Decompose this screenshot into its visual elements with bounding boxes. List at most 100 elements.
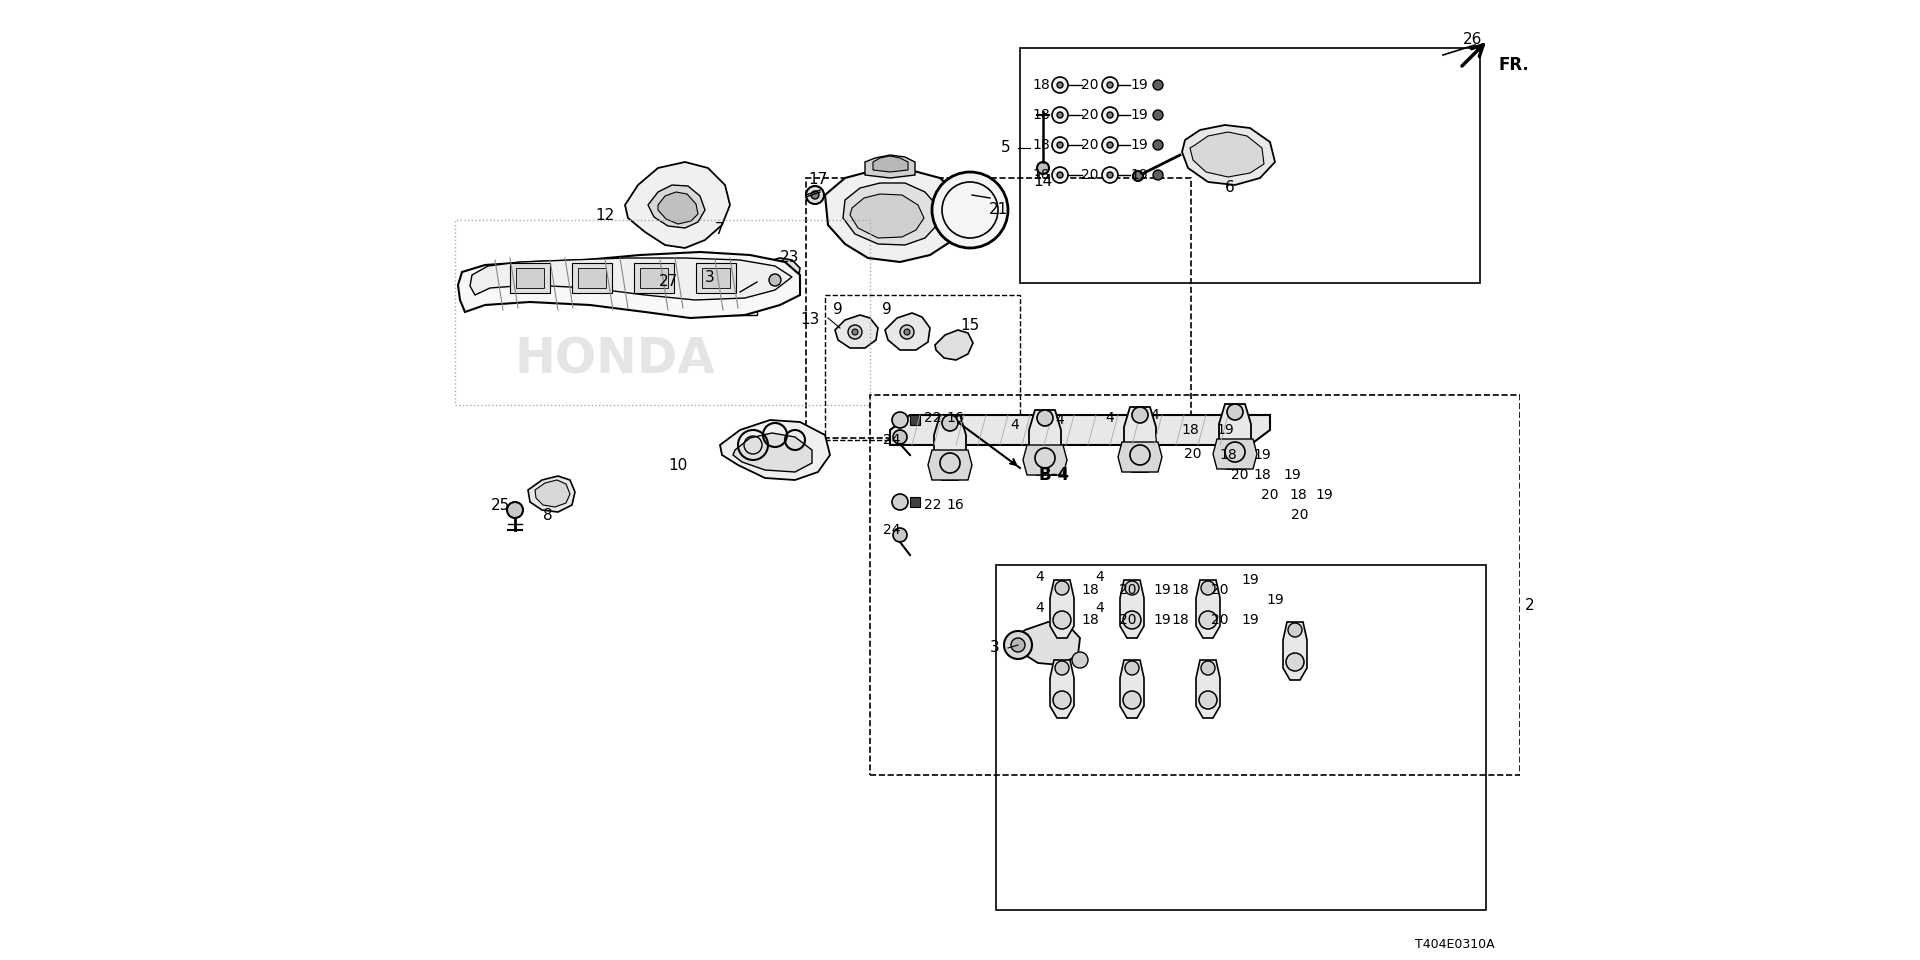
Circle shape — [770, 274, 781, 286]
Polygon shape — [1219, 404, 1252, 469]
Polygon shape — [634, 263, 674, 293]
Circle shape — [1131, 445, 1150, 465]
Circle shape — [1054, 661, 1069, 675]
Circle shape — [1012, 638, 1025, 652]
Text: 3: 3 — [991, 640, 1000, 656]
Polygon shape — [1213, 439, 1258, 469]
Circle shape — [1035, 448, 1054, 468]
Circle shape — [1037, 410, 1052, 426]
Text: 18: 18 — [1081, 583, 1098, 597]
Polygon shape — [910, 415, 920, 425]
Circle shape — [1052, 167, 1068, 183]
Polygon shape — [1183, 125, 1275, 185]
Bar — [826, 295, 1020, 440]
Text: 18: 18 — [1081, 613, 1098, 627]
Polygon shape — [910, 497, 920, 507]
Text: 22: 22 — [924, 498, 941, 512]
Circle shape — [1102, 77, 1117, 93]
Polygon shape — [866, 155, 916, 178]
Circle shape — [1102, 137, 1117, 153]
Bar — [1020, 48, 1480, 283]
Bar — [806, 178, 1190, 438]
Text: 20: 20 — [1081, 108, 1098, 122]
Text: 18: 18 — [1219, 448, 1236, 462]
Text: 4: 4 — [1056, 413, 1064, 427]
Polygon shape — [1050, 580, 1073, 638]
Circle shape — [1052, 77, 1068, 93]
Polygon shape — [753, 258, 801, 290]
Text: 10: 10 — [668, 458, 687, 472]
Polygon shape — [703, 268, 730, 288]
Text: 23: 23 — [780, 251, 801, 266]
Polygon shape — [639, 268, 668, 288]
Text: FR.: FR. — [1498, 56, 1528, 74]
Polygon shape — [1283, 622, 1308, 680]
Text: 19: 19 — [1240, 613, 1260, 627]
Circle shape — [806, 186, 824, 204]
Circle shape — [900, 325, 914, 339]
Polygon shape — [649, 185, 705, 228]
Text: 18: 18 — [1171, 613, 1188, 627]
Text: 4: 4 — [1106, 411, 1114, 425]
Circle shape — [893, 528, 906, 542]
Text: 12: 12 — [595, 207, 614, 223]
Circle shape — [507, 502, 522, 518]
Polygon shape — [1119, 660, 1144, 718]
Text: 15: 15 — [960, 318, 979, 332]
Polygon shape — [933, 415, 966, 480]
Circle shape — [1058, 172, 1064, 178]
Bar — [455, 220, 870, 405]
Text: B-4: B-4 — [1039, 466, 1069, 484]
Text: 18: 18 — [1171, 583, 1188, 597]
Circle shape — [931, 172, 1008, 248]
Text: 24: 24 — [883, 523, 900, 537]
Bar — [682, 260, 756, 315]
Text: 19: 19 — [1240, 573, 1260, 587]
Text: HONDA: HONDA — [515, 336, 716, 384]
Circle shape — [849, 325, 862, 339]
Circle shape — [1108, 142, 1114, 148]
Polygon shape — [578, 268, 607, 288]
Polygon shape — [851, 194, 924, 238]
Polygon shape — [935, 330, 973, 360]
Circle shape — [1004, 631, 1033, 659]
Polygon shape — [891, 415, 1269, 445]
Circle shape — [1108, 112, 1114, 118]
Polygon shape — [1190, 132, 1263, 177]
Text: 4: 4 — [1096, 601, 1104, 615]
Polygon shape — [843, 183, 939, 245]
Circle shape — [1052, 137, 1068, 153]
Text: 19: 19 — [1315, 488, 1332, 502]
Text: 3: 3 — [705, 271, 714, 285]
Circle shape — [1108, 172, 1114, 178]
Polygon shape — [470, 258, 791, 300]
Text: 20: 20 — [1081, 78, 1098, 92]
Polygon shape — [528, 476, 574, 512]
Circle shape — [1133, 407, 1148, 423]
Polygon shape — [1196, 660, 1219, 718]
Circle shape — [1071, 652, 1089, 668]
Text: 9: 9 — [881, 302, 893, 318]
Text: 19: 19 — [1154, 613, 1171, 627]
Polygon shape — [1196, 580, 1219, 638]
Polygon shape — [720, 420, 829, 480]
Circle shape — [810, 191, 820, 199]
Text: 20: 20 — [1081, 168, 1098, 182]
Text: 18: 18 — [1033, 78, 1050, 92]
Circle shape — [1202, 581, 1215, 595]
Circle shape — [1037, 162, 1048, 174]
Polygon shape — [536, 480, 570, 507]
Circle shape — [904, 329, 910, 335]
Text: 26: 26 — [1463, 33, 1482, 47]
Circle shape — [1198, 691, 1217, 709]
Text: 19: 19 — [1215, 423, 1235, 437]
Circle shape — [1225, 442, 1244, 462]
Circle shape — [1123, 611, 1140, 629]
Polygon shape — [835, 315, 877, 348]
Text: 18: 18 — [1254, 468, 1271, 482]
Circle shape — [893, 494, 908, 510]
Text: 20: 20 — [1119, 613, 1137, 627]
Circle shape — [943, 415, 958, 431]
Circle shape — [1102, 167, 1117, 183]
Text: 17: 17 — [808, 173, 828, 187]
